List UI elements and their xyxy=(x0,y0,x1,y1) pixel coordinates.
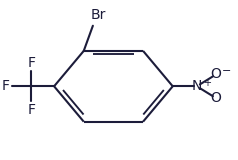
Text: −: − xyxy=(222,66,231,76)
Text: Br: Br xyxy=(91,8,106,22)
Text: N: N xyxy=(192,79,202,93)
Text: O: O xyxy=(211,68,222,81)
Text: +: + xyxy=(203,78,211,88)
Text: F: F xyxy=(27,103,35,117)
Text: F: F xyxy=(2,79,10,93)
Text: F: F xyxy=(27,56,35,70)
Text: O: O xyxy=(211,91,222,105)
